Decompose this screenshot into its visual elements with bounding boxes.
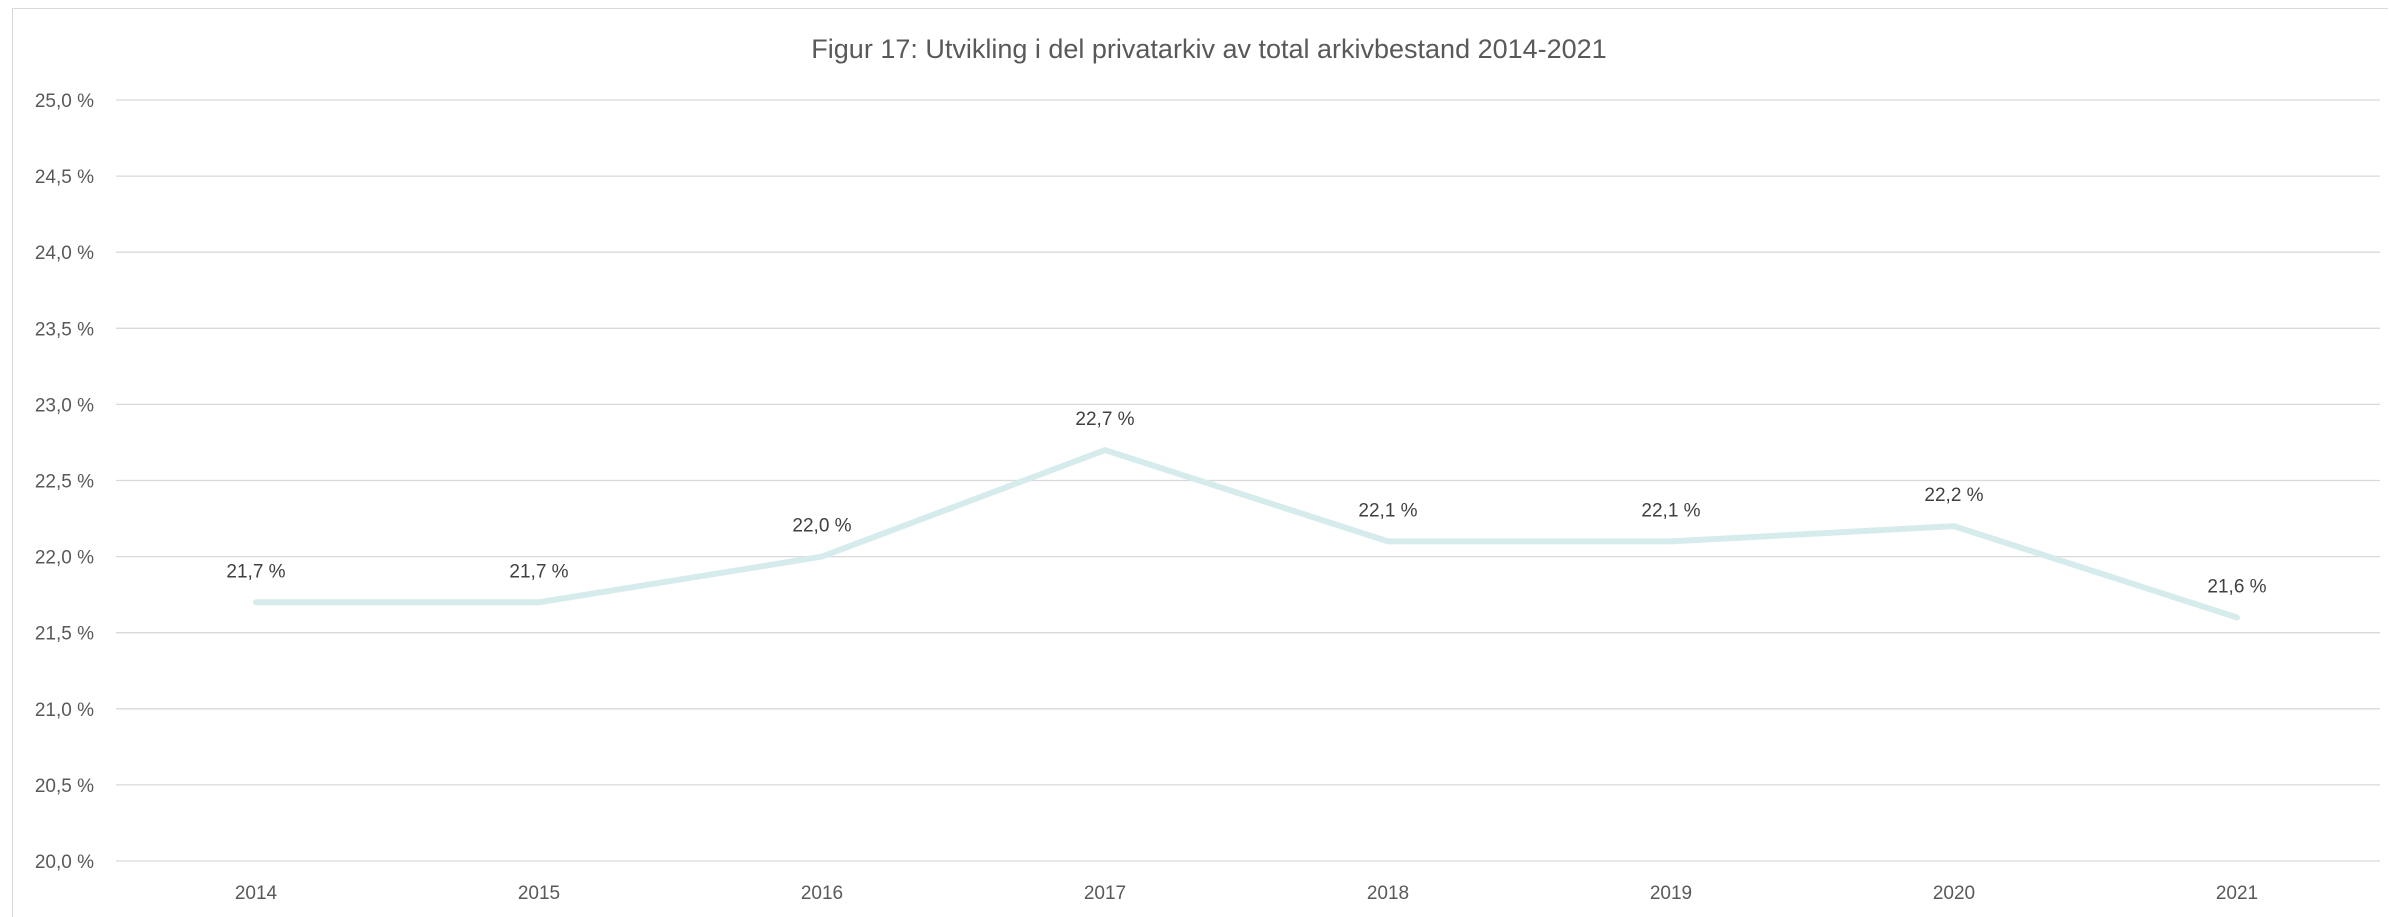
data-label: 22,7 % — [1075, 409, 1134, 430]
x-tick-label: 2018 — [1367, 883, 1409, 904]
x-tick-label: 2016 — [801, 883, 843, 904]
series-line — [253, 447, 2240, 621]
data-label: 22,1 % — [1641, 500, 1700, 521]
x-tick-label: 2014 — [235, 883, 278, 904]
data-label: 21,7 % — [226, 561, 285, 582]
chart-frame — [12, 8, 2388, 917]
y-axis-tick-labels: 20,0 % 20,5 % 21,0 % 21,5 % 22,0 % 22,5 % 23,0… — [35, 91, 94, 873]
y-tick-label: 23,5 % — [35, 319, 94, 340]
series — [253, 447, 2240, 621]
data-label: 21,6 % — [2207, 576, 2266, 597]
y-tick-label: 24,5 % — [35, 167, 94, 188]
x-tick-label: 2019 — [1650, 883, 1692, 904]
y-tick-label: 24,0 % — [35, 243, 94, 264]
gridlines — [116, 99, 2380, 862]
data-label: 22,0 % — [792, 516, 851, 537]
data-label: 22,1 % — [1358, 500, 1417, 521]
y-tick-label: 20,0 % — [35, 852, 94, 873]
chart-title: Figur 17: Utvikling i del privatarkiv av… — [811, 34, 1606, 64]
y-tick-label: 20,5 % — [35, 776, 94, 797]
y-tick-label: 22,5 % — [35, 472, 94, 493]
x-tick-label: 2017 — [1084, 883, 1126, 904]
data-labels: 21,7 % 21,7 % 22,0 % 22,7 % 22,1 % 22,1 % 22,2… — [226, 409, 2266, 597]
y-tick-label: 21,0 % — [35, 700, 94, 721]
x-tick-label: 2020 — [1933, 883, 1975, 904]
x-axis-tick-labels: 2014 2015 2016 2017 2018 2019 2020 2021 — [235, 883, 2258, 904]
y-tick-label: 22,0 % — [35, 548, 94, 569]
y-tick-label: 23,0 % — [35, 395, 94, 416]
x-tick-label: 2021 — [2216, 883, 2258, 904]
data-label: 22,2 % — [1924, 485, 1983, 506]
x-tick-label: 2015 — [518, 883, 560, 904]
data-label: 21,7 % — [509, 561, 568, 582]
y-tick-label: 25,0 % — [35, 91, 94, 112]
y-tick-label: 21,5 % — [35, 624, 94, 645]
